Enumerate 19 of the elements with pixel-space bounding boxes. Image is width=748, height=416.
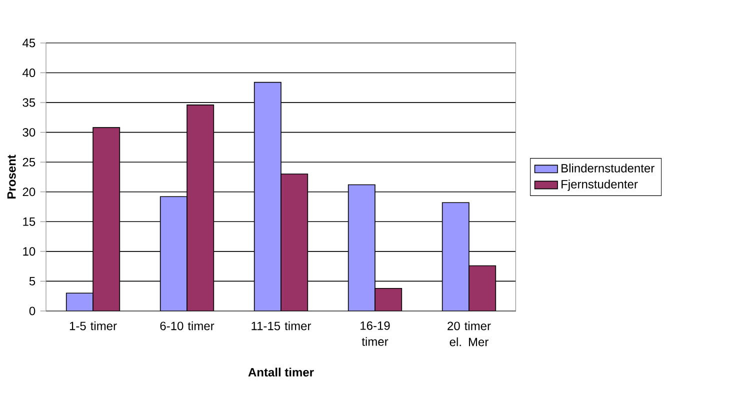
y-tick-label: 10 (23, 247, 36, 256)
legend-label: Blindernstudenter (562, 164, 654, 172)
y-tick-label: 40 (22, 68, 36, 78)
x-axis-title: Antall timer (248, 368, 314, 377)
y-tick-label: 0 (29, 306, 36, 316)
legend-label: Fjernstudenter (562, 180, 638, 191)
x-tick-label: 6-10 timer (160, 321, 214, 330)
x-tick-label: 11-15 timer (252, 321, 312, 330)
y-tick-label: 15 (23, 217, 36, 226)
y-tick-label: 45 (22, 38, 36, 48)
y-tick-label: 25 (22, 158, 36, 166)
y-tick-label: 20 (22, 188, 36, 196)
x-tick-label: 16-19 timer (360, 321, 390, 346)
y-tick-label: 35 (22, 98, 36, 107)
y-axis-title: Prosent (7, 154, 16, 199)
y-tick-label: 30 (22, 128, 36, 137)
x-tick-label: 1-5 timer (70, 321, 117, 330)
y-tick-label: 5 (29, 277, 36, 286)
x-tick-label: 20 timer el. Mer (448, 321, 491, 346)
